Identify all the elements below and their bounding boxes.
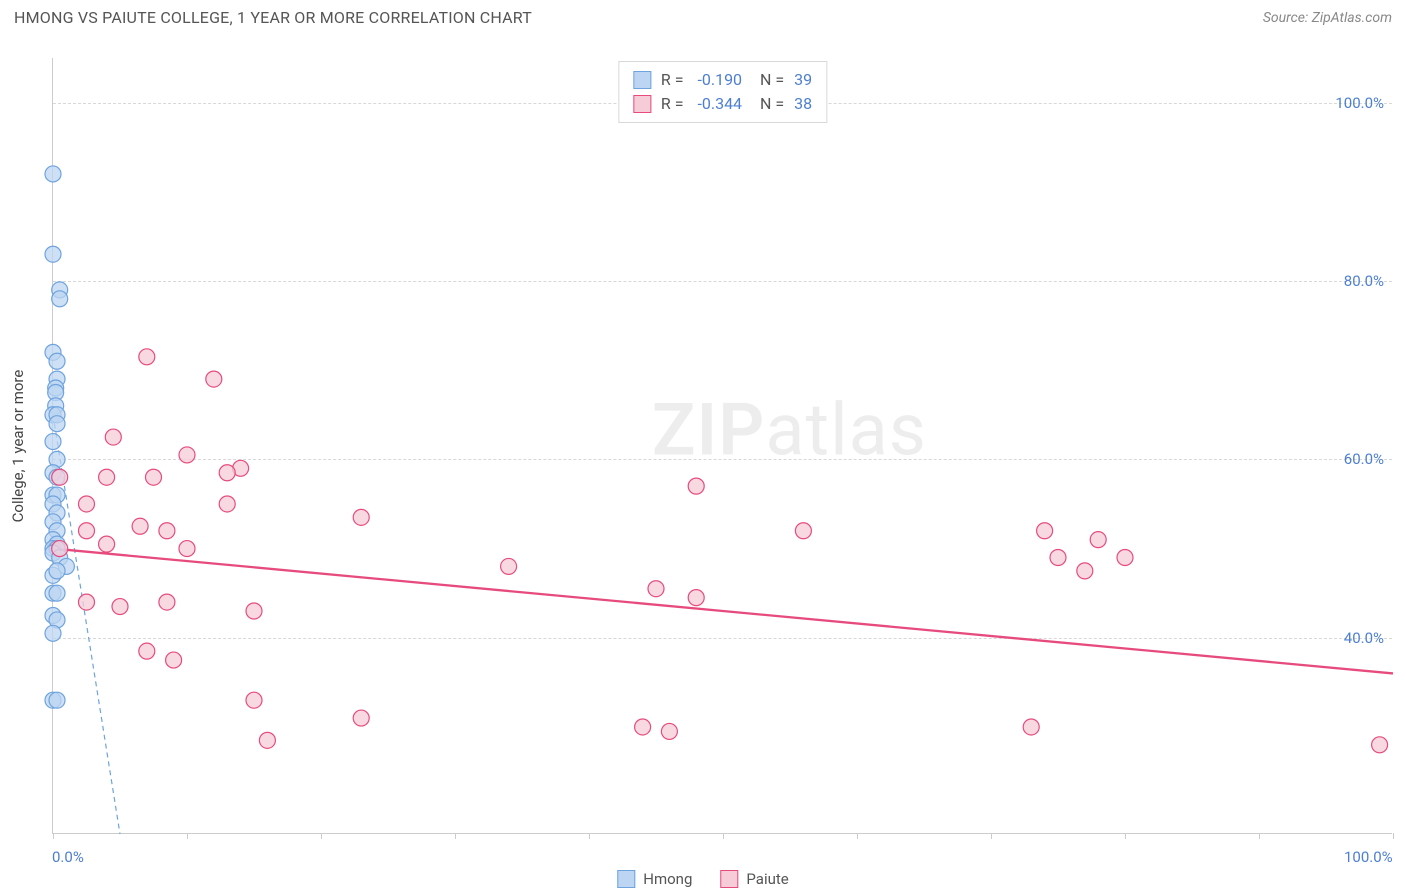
source-credit: Source: ZipAtlas.com bbox=[1263, 10, 1392, 26]
n-value-paiute: 38 bbox=[794, 92, 812, 116]
scatter-plot-svg bbox=[53, 58, 1392, 833]
legend-item-hmong: Hmong bbox=[617, 870, 692, 888]
legend-row-paiute: R = -0.344 N = 38 bbox=[633, 92, 812, 116]
swatch-hmong bbox=[633, 71, 651, 89]
y-axis-label: College, 1 year or more bbox=[9, 370, 27, 523]
chart-title: HMONG VS PAIUTE COLLEGE, 1 YEAR OR MORE … bbox=[14, 8, 532, 27]
r-value-hmong: -0.190 bbox=[697, 68, 742, 92]
swatch-paiute bbox=[633, 95, 651, 113]
r-value-paiute: -0.344 bbox=[697, 92, 742, 116]
n-value-hmong: 39 bbox=[794, 68, 812, 92]
correlation-legend: R = -0.190 N = 39 R = -0.344 N = 38 bbox=[618, 61, 827, 123]
series-legend: Hmong Paiute bbox=[617, 870, 788, 888]
legend-label-paiute: Paiute bbox=[746, 870, 788, 888]
header: HMONG VS PAIUTE COLLEGE, 1 YEAR OR MORE … bbox=[0, 0, 1406, 41]
swatch-hmong-icon bbox=[617, 870, 635, 888]
legend-label-hmong: Hmong bbox=[643, 870, 692, 888]
legend-item-paiute: Paiute bbox=[720, 870, 788, 888]
legend-row-hmong: R = -0.190 N = 39 bbox=[633, 68, 812, 92]
chart-plot-area: ZIPatlas 40.0%60.0%80.0%100.0% R = -0.19… bbox=[52, 58, 1392, 834]
swatch-paiute-icon bbox=[720, 870, 738, 888]
